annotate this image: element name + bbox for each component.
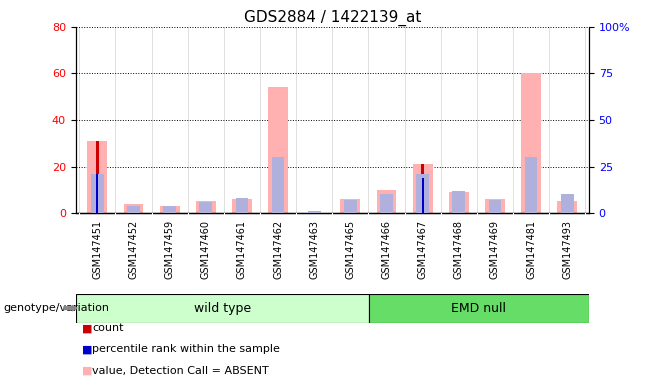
Text: GSM147493: GSM147493	[562, 220, 572, 278]
Bar	[91, 174, 104, 213]
Bar	[268, 88, 288, 213]
Text: GSM147462: GSM147462	[273, 220, 283, 279]
Text: ■: ■	[82, 323, 93, 333]
Bar	[380, 195, 393, 213]
Bar	[196, 202, 216, 213]
Bar	[521, 73, 541, 213]
Text: GSM147463: GSM147463	[309, 220, 319, 278]
Bar	[557, 202, 577, 213]
Bar	[124, 204, 143, 213]
Bar	[376, 190, 396, 213]
Bar	[96, 174, 99, 213]
Text: GSM147451: GSM147451	[92, 220, 103, 279]
Text: GSM147460: GSM147460	[201, 220, 211, 278]
Text: ■: ■	[82, 344, 93, 354]
Text: GSM147461: GSM147461	[237, 220, 247, 278]
Bar	[340, 199, 361, 213]
Bar	[453, 191, 465, 213]
Text: GSM147468: GSM147468	[454, 220, 464, 278]
Bar	[485, 199, 505, 213]
Bar	[422, 178, 424, 213]
Text: value, Detection Call = ABSENT: value, Detection Call = ABSENT	[92, 366, 269, 376]
Text: GSM147481: GSM147481	[526, 220, 536, 278]
Bar	[417, 174, 429, 213]
Text: genotype/variation: genotype/variation	[3, 303, 109, 313]
Bar	[561, 195, 574, 213]
Bar	[127, 206, 139, 213]
Text: EMD null: EMD null	[451, 302, 507, 314]
Bar	[344, 200, 357, 213]
Bar	[272, 157, 284, 213]
Text: GSM147452: GSM147452	[128, 220, 138, 279]
Text: GSM147466: GSM147466	[382, 220, 392, 278]
Bar	[232, 199, 252, 213]
Bar	[369, 294, 589, 323]
Text: wild type: wild type	[193, 302, 251, 314]
Bar	[163, 206, 176, 213]
Bar	[160, 206, 180, 213]
Title: GDS2884 / 1422139_at: GDS2884 / 1422139_at	[243, 9, 421, 25]
Text: GSM147459: GSM147459	[164, 220, 174, 279]
Text: ■: ■	[82, 366, 93, 376]
Text: percentile rank within the sample: percentile rank within the sample	[92, 344, 280, 354]
Bar	[88, 141, 107, 213]
Bar	[525, 157, 538, 213]
Bar	[236, 198, 248, 213]
Text: GSM147467: GSM147467	[418, 220, 428, 279]
Bar	[96, 141, 99, 213]
Bar	[199, 202, 212, 213]
Bar	[308, 211, 320, 213]
Text: GSM147465: GSM147465	[345, 220, 355, 279]
Bar	[76, 294, 369, 323]
Bar	[489, 200, 501, 213]
Text: GSM147469: GSM147469	[490, 220, 500, 278]
Bar	[421, 164, 424, 213]
Bar	[413, 164, 432, 213]
Bar	[449, 192, 468, 213]
Text: count: count	[92, 323, 124, 333]
